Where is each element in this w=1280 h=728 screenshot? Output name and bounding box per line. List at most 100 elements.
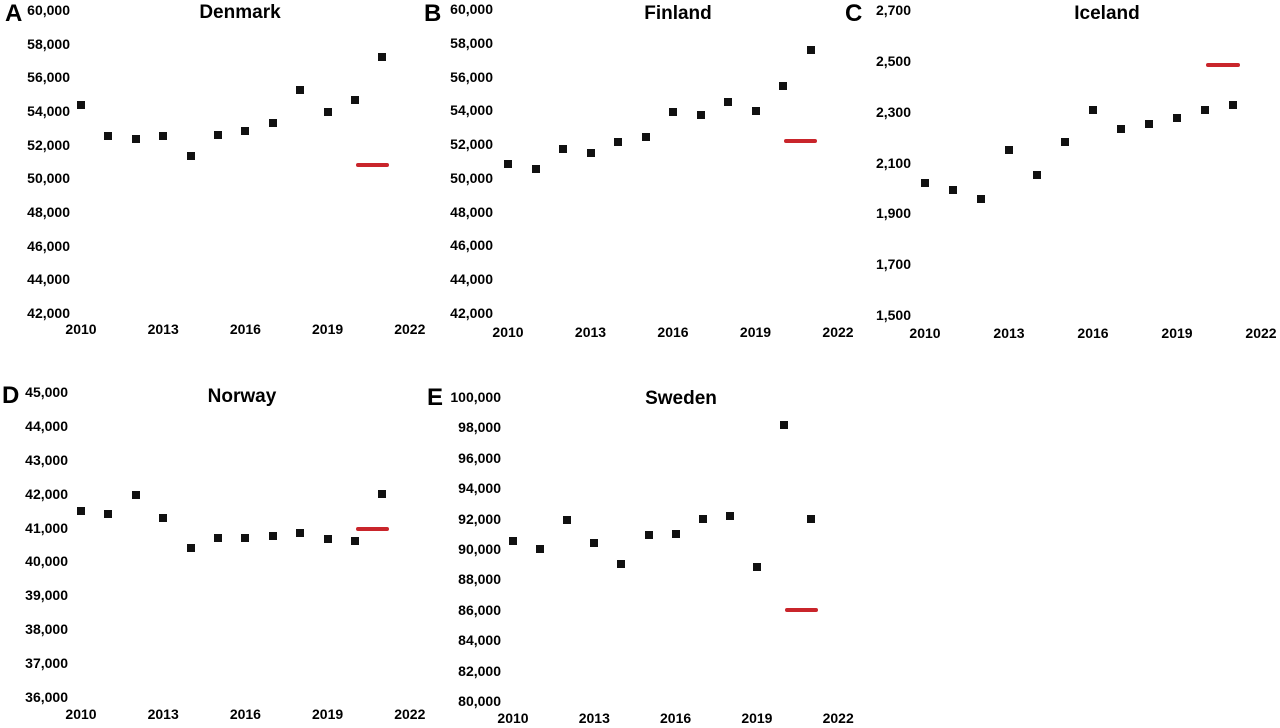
y-tick-label: 84,000 [458, 632, 501, 649]
reference-line [1206, 62, 1240, 67]
data-point [977, 195, 985, 204]
data-point [696, 111, 705, 120]
y-tick-label: 36,000 [25, 689, 68, 705]
data-point [104, 132, 113, 141]
x-tick-label: 2019 [741, 710, 773, 726]
data-point [644, 531, 653, 540]
reference-line [356, 527, 390, 532]
data-point [1033, 171, 1041, 180]
data-point [351, 96, 359, 105]
x-tick-label: 2016 [657, 324, 689, 340]
data-point [1061, 138, 1069, 147]
data-point [617, 560, 626, 569]
data-point [186, 151, 195, 160]
panel-label-denmark: A [5, 0, 23, 27]
data-point [214, 533, 222, 542]
chart-title-norway: Norway [207, 386, 277, 407]
y-tick-label: 52,000 [450, 136, 493, 153]
data-point [77, 101, 85, 110]
y-tick-label: 98,000 [458, 419, 501, 436]
data-point [1229, 101, 1237, 110]
data-point [780, 421, 788, 430]
chart-title-iceland: Iceland [1074, 3, 1140, 24]
y-tick-label: 48,000 [450, 203, 493, 220]
data-point [698, 514, 707, 523]
y-tick-label: 46,000 [450, 237, 493, 254]
data-point [268, 118, 277, 127]
panel-label-iceland: C [845, 0, 863, 27]
y-tick-label: 44,000 [450, 271, 493, 288]
data-point [586, 149, 595, 158]
reference-line [356, 162, 390, 167]
y-tick-label: 82,000 [458, 662, 501, 679]
y-tick-label: 60,000 [450, 1, 493, 17]
data-point [806, 45, 815, 54]
data-point [614, 138, 622, 147]
x-tick-label: 2019 [739, 324, 772, 340]
data-point [131, 490, 140, 499]
data-point [1089, 106, 1097, 115]
data-point [1173, 114, 1181, 123]
y-tick-label: 2,100 [875, 154, 911, 171]
y-tick-label: 39,000 [25, 587, 68, 604]
y-tick-label: 56,000 [27, 69, 70, 86]
data-point [104, 510, 113, 518]
data-point [724, 97, 732, 106]
y-tick-label: 44,000 [27, 271, 70, 288]
x-tick-label: 2013 [574, 324, 607, 340]
data-point [641, 132, 650, 141]
data-point [1005, 145, 1013, 154]
data-point [159, 514, 168, 523]
chart-title-denmark: Denmark [199, 2, 281, 23]
y-tick-label: 45,000 [25, 384, 68, 400]
y-tick-label: 43,000 [25, 451, 68, 468]
x-tick-label: 2013 [578, 710, 610, 726]
x-tick-label: 2016 [229, 706, 261, 722]
y-tick-label: 2,700 [875, 2, 911, 18]
y-tick-label: 54,000 [450, 102, 493, 119]
data-point [536, 545, 545, 553]
reference-line [784, 138, 818, 143]
y-tick-label: 1,900 [875, 205, 911, 222]
y-tick-label: 94,000 [458, 480, 501, 497]
data-point [214, 131, 222, 140]
y-tick-label: 96,000 [458, 449, 501, 466]
x-tick-label: 2016 [660, 710, 692, 726]
x-tick-label: 2016 [1077, 325, 1109, 341]
data-point [779, 81, 787, 90]
data-point [159, 132, 168, 141]
panel-label-norway: D [2, 382, 20, 409]
data-point [1145, 120, 1153, 129]
y-tick-label: 1,700 [875, 256, 911, 273]
y-tick-label: 100,000 [450, 389, 501, 405]
y-tick-label: 2,300 [875, 103, 911, 120]
x-tick-label: 2010 [492, 324, 524, 340]
chart-title-sweden: Sweden [645, 388, 717, 409]
panel-label-sweden: E [427, 384, 444, 411]
y-tick-label: 42,000 [27, 305, 70, 321]
x-tick-label: 2022 [822, 710, 854, 726]
reference-line [785, 607, 818, 612]
y-tick-label: 46,000 [27, 237, 70, 254]
y-tick-label: 37,000 [25, 655, 68, 672]
data-point [378, 53, 387, 62]
y-tick-label: 2,500 [875, 52, 911, 69]
data-point [509, 537, 517, 546]
y-tick-label: 90,000 [458, 541, 501, 557]
y-tick-label: 52,000 [27, 136, 70, 153]
x-tick-label: 2010 [909, 325, 941, 341]
data-point [323, 107, 332, 116]
y-tick-label: 58,000 [450, 34, 493, 51]
data-point [186, 543, 195, 552]
y-tick-label: 60,000 [27, 2, 70, 18]
data-point [351, 537, 359, 546]
x-tick-label: 2010 [497, 710, 529, 726]
x-tick-label: 2022 [394, 321, 426, 337]
data-point [1201, 106, 1209, 115]
data-point [268, 532, 277, 541]
y-tick-label: 40,000 [25, 553, 68, 570]
data-point [378, 489, 387, 498]
panel-label-finland: B [424, 0, 442, 27]
x-tick-label: 2019 [312, 706, 344, 722]
